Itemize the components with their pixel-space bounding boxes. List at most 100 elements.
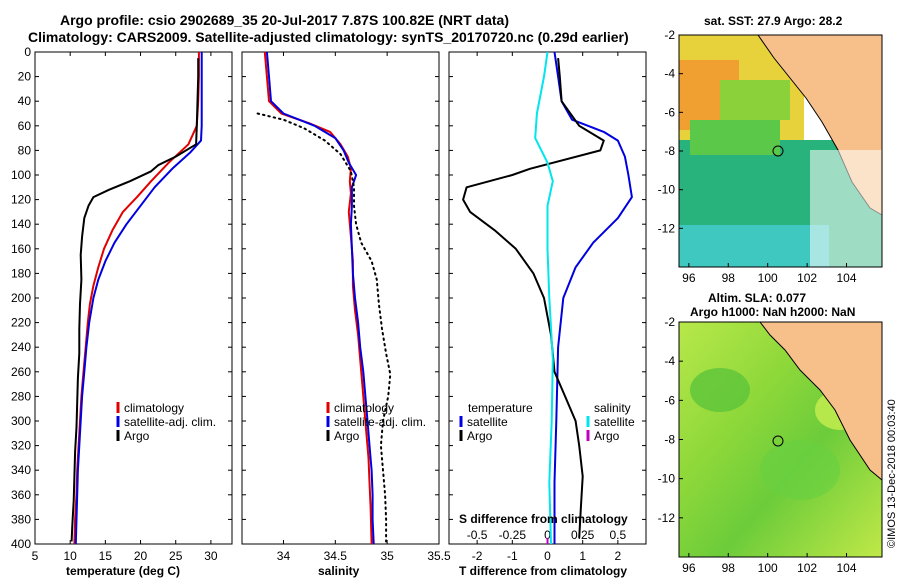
- sst-map: [678, 34, 883, 268]
- x-top-tick-label: -0.25: [499, 528, 527, 542]
- x-tick-label: 20: [134, 549, 148, 563]
- sla-low-anomaly: [690, 368, 750, 412]
- y-tick-label: 0: [24, 45, 31, 59]
- y-tick-label: 400: [11, 537, 31, 551]
- sst-mid-region: [720, 80, 790, 120]
- figure-title-line2: Climatology: CARS2009. Satellite-adjuste…: [28, 29, 629, 45]
- y-tick-label: 320: [11, 439, 31, 453]
- y-tick-label: 40: [18, 94, 32, 108]
- map-y-tick-label: -2: [664, 28, 675, 42]
- y-tick-label: 100: [11, 168, 31, 182]
- y-tick-label: 380: [11, 512, 31, 526]
- map-y-tick-label: -6: [664, 105, 675, 119]
- x-tick-label: 10: [63, 549, 77, 563]
- sst-missing-data: [810, 150, 882, 267]
- x-tick-label: 35.5: [427, 549, 451, 563]
- map-y-tick-label: -4: [664, 354, 675, 368]
- map-y-tick-label: -12: [658, 511, 676, 525]
- sla-map-title-2: Argo h1000: NaN h2000: NaN: [690, 305, 855, 319]
- series-line-t-argo: [462, 58, 605, 538]
- map-x-tick-label: 96: [682, 561, 696, 575]
- y-tick-label: 160: [11, 242, 31, 256]
- x-tick-label: -2: [472, 549, 483, 563]
- map-y-tick-label: -10: [658, 183, 676, 197]
- series-line-argo: [70, 58, 200, 542]
- sla-coastline: [759, 321, 883, 481]
- x-tick-label: 1: [579, 549, 586, 563]
- map-y-tick-label: -2: [664, 315, 675, 329]
- legend-s-satellite: satellite: [594, 415, 635, 429]
- y-tick-label: 120: [11, 193, 31, 207]
- y-tick-label: 280: [11, 389, 31, 403]
- map-x-tick-label: 100: [758, 271, 778, 285]
- y-tick-label: 140: [11, 217, 31, 231]
- difference-xlabel: T difference from climatology: [459, 564, 627, 578]
- map-ticks: 96 98 100 102 104 -2 -4 -6 -8 -10 -12 96 98 100 102 104…: [658, 28, 857, 575]
- map-y-tick-label: -10: [658, 472, 676, 486]
- difference-panel: [448, 51, 647, 545]
- sst-transition-region: [690, 120, 780, 155]
- y-tick-label: 300: [11, 414, 31, 428]
- y-tick-label: 340: [11, 463, 31, 477]
- series-line-t-satellite: [553, 51, 633, 544]
- map-x-tick-label: 104: [837, 271, 857, 285]
- y-tick-label: 360: [11, 488, 31, 502]
- map-x-tick-label: 102: [797, 561, 817, 575]
- y-tick-label: 260: [11, 365, 31, 379]
- x-tick-label: 25: [169, 549, 183, 563]
- difference-legend: temperature satellite Argo salinity sate…: [459, 401, 635, 443]
- temperature-xlabel: temperature (deg C): [66, 564, 180, 578]
- legend-satellite-adj: satellite-adj. clim.: [124, 415, 216, 429]
- series-line-satellite-adj-clim-: [74, 52, 203, 545]
- map-y-tick-label: -12: [658, 221, 676, 235]
- sla-argo-marker: [772, 435, 784, 447]
- y-tick-label: 180: [11, 266, 31, 280]
- legend-argo: Argo: [334, 429, 360, 443]
- series-line-s-satellite: [534, 51, 554, 545]
- legend-temperature-title: temperature: [468, 401, 533, 415]
- y-tick-label: 80: [18, 143, 32, 157]
- x-tick-label: 2: [615, 549, 622, 563]
- x-top-tick-label: -0.5: [467, 528, 488, 542]
- x-tick-label: 34: [277, 549, 291, 563]
- x-tick-label: 5: [32, 549, 39, 563]
- legend-argo: Argo: [124, 429, 150, 443]
- map-y-tick-label: -8: [664, 433, 675, 447]
- sst-map-title: sat. SST: 27.9 Argo: 28.2: [704, 14, 843, 28]
- temperature-legend: climatology satellite-adj. clim. Argo: [116, 401, 216, 443]
- map-x-tick-label: 96: [682, 271, 696, 285]
- legend-salinity-title: salinity: [594, 401, 631, 415]
- map-x-tick-label: 100: [758, 561, 778, 575]
- legend-s-argo: Argo: [594, 429, 620, 443]
- salinity-panel: [241, 51, 440, 545]
- sla-low-anomaly: [760, 440, 840, 500]
- legend-satellite-adj: satellite-adj. clim.: [334, 415, 426, 429]
- map-x-tick-label: 98: [722, 271, 736, 285]
- x-tick-label: 0: [544, 549, 551, 563]
- x-tick-label: 30: [204, 549, 218, 563]
- y-tick-label: 20: [18, 70, 32, 84]
- salinity-xlabel: salinity: [318, 564, 360, 578]
- sla-land: [760, 322, 882, 480]
- map-x-tick-label: 104: [837, 561, 857, 575]
- legend-climatology: climatology: [124, 401, 184, 415]
- sla-map-title-1: Altim. SLA: 0.077: [708, 291, 806, 305]
- x-top-tick-label: 0: [544, 528, 551, 542]
- legend-climatology: climatology: [334, 401, 394, 415]
- y-tick-label: 220: [11, 316, 31, 330]
- salinity-legend: climatology satellite-adj. clim. Argo: [326, 401, 426, 443]
- map-x-tick-label: 98: [722, 561, 736, 575]
- x-top-tick-label: 0.25: [571, 528, 595, 542]
- credit-text: ©IMOS 13-Dec-2018 00:03:40: [886, 399, 898, 548]
- x-tick-label: 34.5: [324, 549, 348, 563]
- series-line-satellite-adj-clim-: [265, 51, 375, 545]
- x-tick-label: 35: [380, 549, 394, 563]
- y-tick-label: 200: [11, 291, 31, 305]
- sst-cyan-region: [679, 225, 829, 267]
- figure-title-line1: Argo profile: csio 2902689_35 20-Jul-201…: [60, 12, 509, 28]
- profile-lines: [70, 51, 633, 545]
- map-y-tick-label: -4: [664, 67, 675, 81]
- x-top-tick-label: 0.5: [610, 528, 627, 542]
- legend-t-satellite: satellite: [467, 415, 508, 429]
